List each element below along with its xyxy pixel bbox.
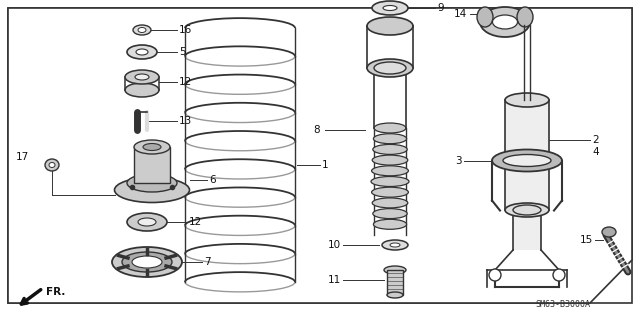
Ellipse shape [49, 162, 55, 167]
Ellipse shape [372, 198, 408, 208]
Ellipse shape [517, 7, 533, 27]
Ellipse shape [503, 154, 551, 167]
Text: 17: 17 [15, 152, 29, 162]
Polygon shape [8, 8, 632, 303]
Ellipse shape [374, 62, 406, 74]
Text: 10: 10 [328, 240, 341, 250]
Text: 12: 12 [189, 217, 202, 227]
Ellipse shape [122, 252, 172, 272]
Ellipse shape [138, 218, 156, 226]
Text: 1: 1 [322, 160, 328, 170]
Ellipse shape [513, 205, 541, 215]
Text: 11: 11 [328, 275, 341, 285]
Ellipse shape [45, 159, 59, 171]
Text: 6: 6 [209, 175, 216, 185]
Text: 12: 12 [179, 77, 192, 87]
Ellipse shape [373, 134, 406, 144]
Ellipse shape [372, 145, 407, 154]
Ellipse shape [493, 15, 518, 29]
Bar [505, 100, 549, 210]
Ellipse shape [477, 7, 493, 27]
Text: 15: 15 [580, 235, 593, 245]
Ellipse shape [602, 227, 616, 237]
Text: FR.: FR. [46, 287, 65, 297]
Ellipse shape [138, 27, 146, 33]
Ellipse shape [132, 256, 162, 268]
Ellipse shape [373, 219, 406, 229]
Text: 9: 9 [437, 3, 444, 13]
Bar [513, 210, 541, 250]
Text: 3: 3 [456, 155, 462, 166]
Ellipse shape [135, 74, 149, 80]
Ellipse shape [492, 150, 562, 172]
Ellipse shape [372, 187, 408, 197]
Ellipse shape [371, 176, 409, 187]
Ellipse shape [372, 1, 408, 15]
Text: 14: 14 [454, 9, 467, 19]
Ellipse shape [372, 155, 408, 165]
Text: 7: 7 [204, 257, 211, 267]
Ellipse shape [390, 243, 400, 247]
Ellipse shape [387, 292, 403, 298]
Ellipse shape [127, 45, 157, 59]
Ellipse shape [127, 213, 167, 231]
Bar [134, 147, 170, 183]
Ellipse shape [374, 123, 406, 133]
Text: 8: 8 [314, 125, 320, 135]
Ellipse shape [489, 269, 501, 281]
Bar [387, 270, 403, 295]
Ellipse shape [553, 269, 565, 281]
Ellipse shape [505, 93, 549, 107]
Ellipse shape [480, 7, 530, 37]
Ellipse shape [125, 70, 159, 84]
Ellipse shape [383, 5, 397, 11]
Ellipse shape [115, 177, 189, 203]
Ellipse shape [143, 144, 161, 151]
Text: 13: 13 [179, 116, 192, 126]
Ellipse shape [367, 17, 413, 35]
Text: 4: 4 [592, 147, 598, 157]
Ellipse shape [372, 209, 407, 219]
Text: 16: 16 [179, 25, 192, 35]
Ellipse shape [372, 166, 408, 176]
Ellipse shape [136, 49, 148, 55]
Ellipse shape [125, 83, 159, 97]
Ellipse shape [505, 203, 549, 217]
Ellipse shape [382, 240, 408, 250]
Ellipse shape [127, 174, 177, 192]
Text: SM63-B3000A: SM63-B3000A [535, 300, 590, 309]
Ellipse shape [133, 25, 151, 35]
Text: 5: 5 [179, 47, 186, 57]
Ellipse shape [134, 140, 170, 154]
Ellipse shape [367, 59, 413, 77]
Text: 2: 2 [592, 135, 598, 145]
Ellipse shape [112, 247, 182, 277]
Ellipse shape [384, 266, 406, 274]
